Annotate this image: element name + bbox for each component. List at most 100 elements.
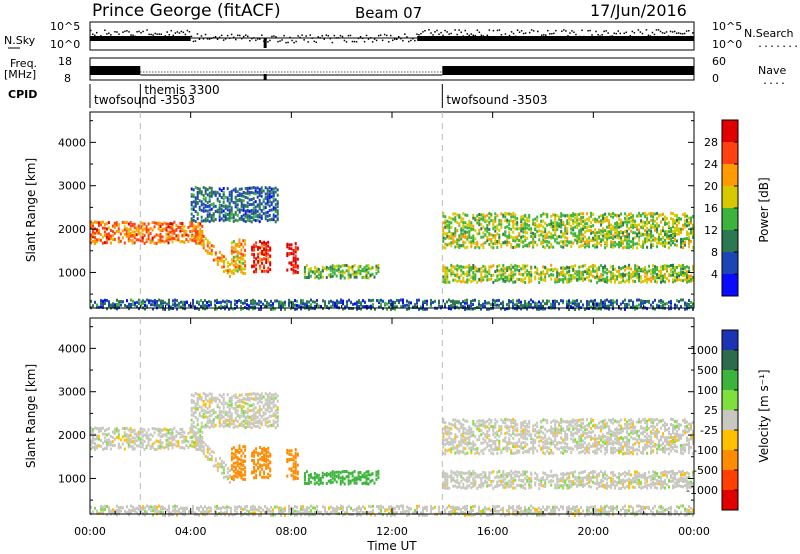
power-cell [600,219,603,223]
velocity-cell [276,407,279,411]
power-cell [504,233,507,237]
power-cell [142,301,144,305]
power-cell [662,276,664,280]
power-cell [624,264,627,268]
velocity-cell [333,471,336,475]
velocity-cell [226,411,229,415]
velocity-cell [234,416,237,420]
velocity-cell [450,447,453,451]
power-cell [684,241,686,245]
power-cell [191,224,194,228]
power-cell [183,240,186,244]
power-cell [186,300,188,304]
power-cell [464,301,466,305]
power-cell [134,301,136,305]
velocity-cell [131,447,134,451]
power-cell [252,298,254,302]
velocity-cell [251,454,254,458]
velocity-cell [222,393,225,396]
power-cell [646,226,649,230]
power-cell [524,300,526,303]
velocity-cell [220,413,223,417]
velocity-cell [206,407,209,411]
power-cell [686,218,688,222]
power-cell [198,234,201,238]
power-cell [204,204,207,207]
power-cell [594,243,597,247]
nsky-dot [516,29,519,31]
power-cell [466,307,468,311]
power-cell [313,269,316,273]
power-cell [534,234,537,238]
power-cell [654,219,657,223]
power-cell [624,220,627,224]
power-cell [99,223,102,227]
velocity-cell [254,415,257,418]
nsky-dot [456,33,458,36]
power-cell [123,225,126,229]
power-cell [508,267,511,271]
power-cell [542,245,545,249]
velocity-cell [179,446,182,450]
power-cell [610,277,613,281]
velocity-cell [228,422,231,426]
power-cell [190,217,193,221]
power-cell [600,243,603,247]
power-cell [542,299,544,303]
power-cell [578,212,581,216]
power-cell [606,275,609,279]
power-cell [494,229,497,233]
velocity-cell [294,448,297,452]
nsky-dot [444,29,446,32]
power-cell [127,239,130,243]
power-cell [228,263,231,267]
power-cell [550,235,553,239]
power-cell [202,206,205,210]
power-cell [357,268,360,272]
power-cell [562,266,565,270]
velocity-cell [226,475,229,479]
power-cell [230,208,233,212]
power-cell [678,300,680,304]
power-cell [526,302,528,306]
power-cell [480,223,483,226]
power-cell [672,217,674,221]
velocity-cell [125,434,128,438]
power-cell [632,214,635,218]
power-cell [622,223,625,227]
nsky-dot [152,34,154,36]
power-cell [484,265,487,269]
power-cell [172,303,174,307]
power-cell [652,305,654,309]
power-cell [630,240,633,244]
velocity-cell [230,455,233,459]
power-cell [218,210,221,214]
power-cell [528,244,531,248]
velocity-cell [268,392,271,396]
power-cell [586,244,589,248]
power-cell [492,219,495,223]
power-cell [666,230,668,234]
power-cell [638,231,641,235]
velocity-cell [234,467,237,471]
power-cell [498,303,500,307]
power-cell [638,242,641,246]
power-cell [343,271,346,275]
power-cell [174,298,176,302]
power-cell [104,298,106,302]
power-cell [422,300,424,304]
power-cell [172,299,174,303]
power-cell [654,237,657,240]
velocity-cell [458,451,461,455]
velocity-cell [246,392,249,396]
nsky-dot [619,32,621,35]
power-cell [174,304,176,307]
nsky-dot [383,33,386,36]
velocity-cell [175,430,178,433]
power-cell [540,242,543,246]
velocity-cell [343,470,346,473]
power-cell [240,256,243,260]
power-cell [222,305,224,309]
velocity-cell [171,430,174,434]
power-cell [274,186,277,190]
